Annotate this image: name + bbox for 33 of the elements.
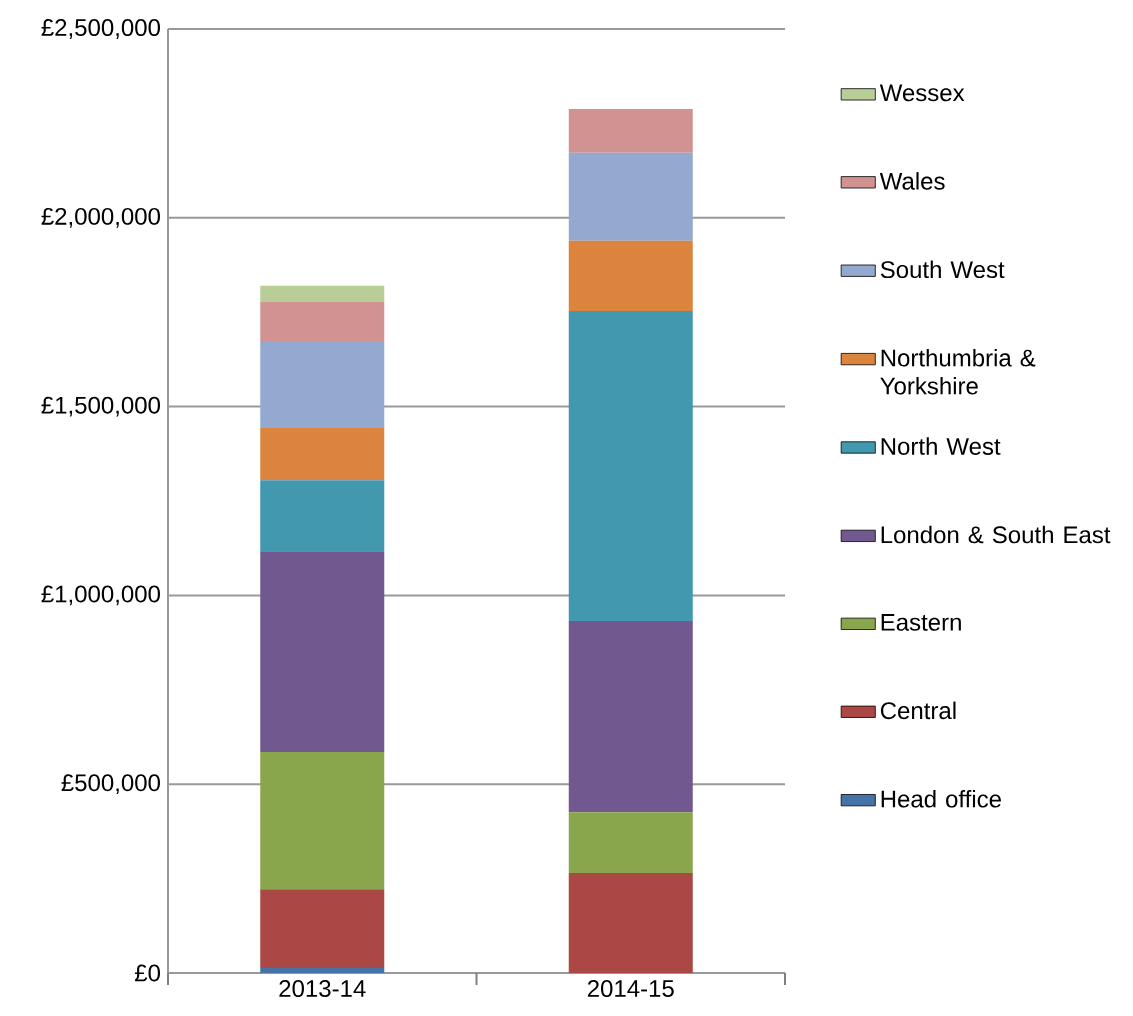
bar xyxy=(568,872,693,973)
y-tick-label: £2,500,000 xyxy=(41,19,160,39)
bar xyxy=(568,109,693,153)
legend-label: Eastern xyxy=(881,614,961,631)
y-tick-label: £0 xyxy=(134,964,161,982)
bar xyxy=(260,302,385,341)
legend-label: Wales xyxy=(879,172,945,190)
bar xyxy=(568,152,693,241)
y-tick-label: £2,000,000 xyxy=(41,207,160,228)
bar xyxy=(260,428,385,481)
legend-label: Central xyxy=(880,701,956,720)
bar xyxy=(568,812,693,873)
legend-label: London & South East xyxy=(881,525,1111,544)
y-tick-label: £1,500,000 xyxy=(41,396,160,417)
legend-label: Head office xyxy=(881,789,1001,808)
legend-label: Wessex xyxy=(879,84,965,102)
bar xyxy=(260,480,385,552)
bar xyxy=(568,311,693,622)
legend-label: South West xyxy=(880,260,1005,279)
legend-label: Northumbria & Yorkshire xyxy=(880,348,1036,395)
y-tick-label: £500,000 xyxy=(61,774,160,795)
bar xyxy=(260,340,385,429)
x-tick-label: 2014-15 xyxy=(587,980,674,998)
bar xyxy=(260,551,385,753)
bar xyxy=(260,285,385,302)
bar xyxy=(260,889,385,969)
y-tick-label: £1,000,000 xyxy=(41,585,160,606)
bar xyxy=(260,968,385,973)
bar xyxy=(260,752,385,890)
legend-label: North West xyxy=(881,437,1001,455)
bar xyxy=(568,621,693,813)
bar xyxy=(568,240,693,312)
x-tick-label: 2013-14 xyxy=(279,980,366,998)
